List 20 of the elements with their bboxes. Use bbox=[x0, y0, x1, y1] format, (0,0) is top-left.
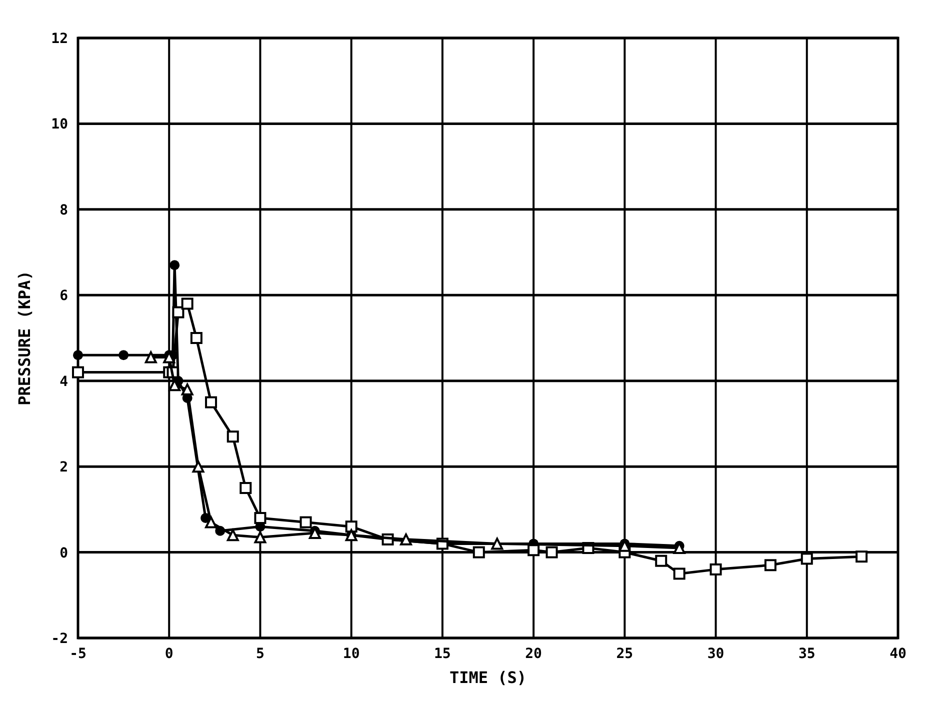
y-tick-label: 8 bbox=[60, 202, 68, 218]
y-tick-label: 10 bbox=[51, 116, 68, 133]
y-tick-label: 0 bbox=[60, 545, 68, 562]
y-tick-label: 6 bbox=[60, 288, 68, 304]
y-axis-title: PRESSURE (KPA) bbox=[15, 270, 34, 406]
y-tick-label: 12 bbox=[51, 31, 68, 47]
y-tick-label: -2 bbox=[51, 631, 68, 647]
x-tick-label: 10 bbox=[342, 646, 360, 662]
x-tick-label: 30 bbox=[707, 646, 724, 662]
x-axis-title: TIME (S) bbox=[449, 668, 527, 687]
x-tick-label: -5 bbox=[70, 646, 86, 662]
x-tick-label: 20 bbox=[525, 646, 542, 662]
x-tick-label: 5 bbox=[256, 646, 264, 662]
x-tick-label: 35 bbox=[798, 646, 816, 662]
x-tick-label: 40 bbox=[890, 646, 906, 662]
x-tick-label: 15 bbox=[434, 646, 451, 662]
x-tick-label: 0 bbox=[164, 646, 174, 662]
x-tick-label: 25 bbox=[616, 646, 634, 662]
y-tick-label: 2 bbox=[60, 460, 68, 476]
y-tick-label: 4 bbox=[60, 374, 68, 390]
